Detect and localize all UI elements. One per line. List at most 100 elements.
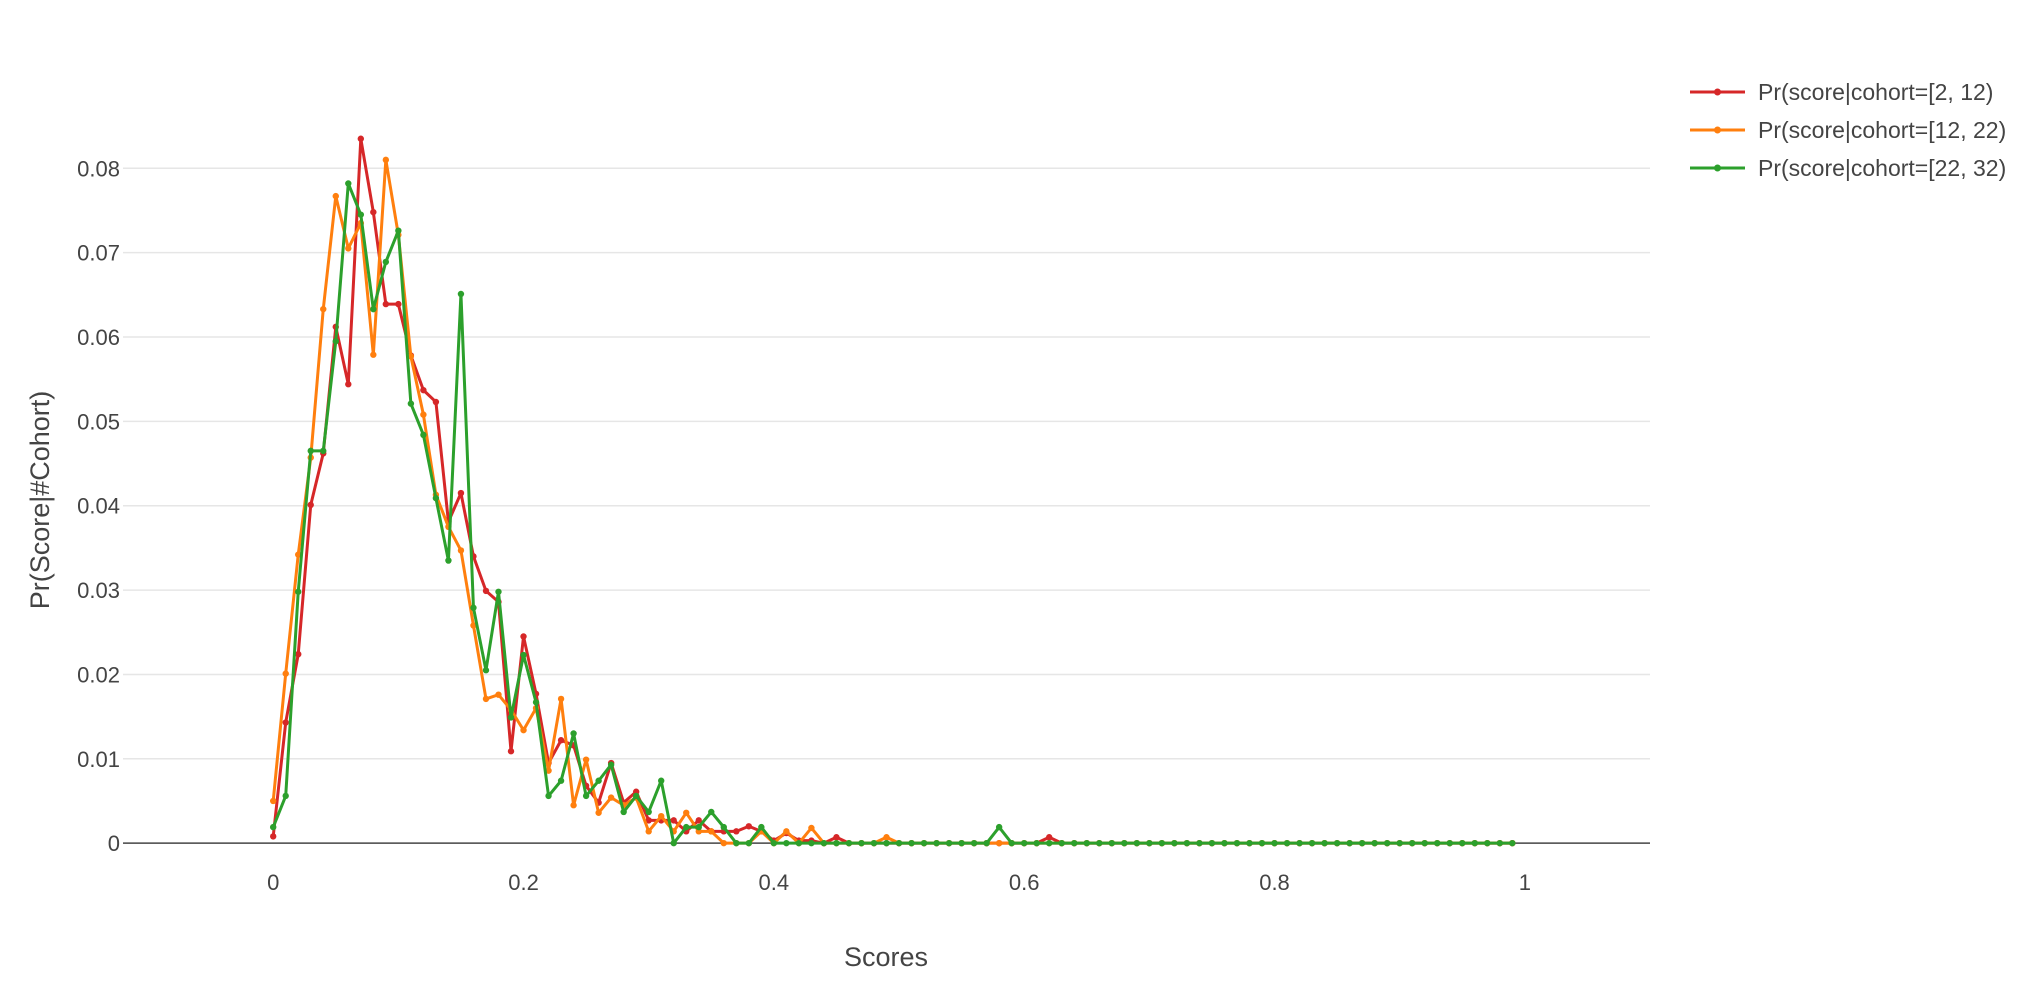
x-axis-ticks: 0 0.2 0.4 0.6 0.8 1	[267, 870, 1531, 895]
data-point	[720, 839, 727, 847]
data-point	[407, 400, 415, 407]
data-point	[520, 726, 527, 734]
data-point	[645, 808, 652, 816]
series-line	[271, 181, 1513, 845]
data-point	[557, 737, 565, 744]
data-point	[1321, 839, 1328, 847]
data-point	[432, 494, 440, 502]
data-point	[958, 839, 965, 847]
data-point	[1471, 839, 1478, 847]
data-point	[1133, 839, 1141, 847]
data-point	[370, 351, 377, 358]
data-point	[670, 817, 677, 824]
data-point	[1258, 839, 1266, 847]
data-point	[833, 834, 840, 841]
data-point	[658, 812, 665, 820]
x-axis-title: Scores	[844, 942, 928, 972]
data-point	[420, 431, 427, 439]
data-point	[1421, 839, 1428, 847]
data-point	[1221, 839, 1228, 847]
data-point	[1183, 839, 1191, 847]
data-point	[307, 447, 314, 455]
data-point	[432, 398, 440, 406]
data-point	[482, 667, 490, 674]
data-point	[1396, 839, 1403, 847]
data-point	[745, 839, 753, 847]
data-point	[582, 756, 590, 763]
data-point	[420, 386, 427, 394]
data-point	[520, 651, 527, 659]
data-point	[345, 381, 352, 388]
data-point	[808, 824, 815, 832]
data-point	[282, 670, 289, 677]
data-point	[695, 817, 702, 824]
data-point	[1459, 839, 1466, 847]
legend-item: Pr(score|cohort=[2, 12)	[1690, 79, 1993, 105]
data-point	[295, 650, 302, 658]
data-point	[557, 695, 565, 703]
data-point	[683, 823, 690, 831]
data-point	[1408, 839, 1416, 847]
data-point	[645, 817, 652, 824]
data-point	[708, 808, 715, 816]
data-point	[507, 748, 515, 755]
data-point	[933, 839, 940, 847]
data-point	[295, 588, 302, 595]
data-point	[457, 290, 465, 298]
data-point	[357, 135, 365, 142]
data-point	[382, 300, 390, 308]
y-axis-ticks: 0 0.01 0.02 0.03 0.04 0.05 0.06 0.07 0.08	[77, 156, 120, 856]
data-point	[895, 839, 903, 847]
data-point	[920, 839, 928, 847]
data-point	[269, 797, 277, 805]
data-point	[1246, 839, 1253, 847]
data-point	[1083, 839, 1090, 847]
data-point	[995, 839, 1003, 847]
data-point	[557, 777, 565, 784]
data-point	[1296, 839, 1303, 847]
gridlines	[123, 167, 1650, 760]
x-tick-label: 0.2	[508, 870, 539, 895]
series-line	[271, 158, 1513, 845]
data-point	[282, 792, 289, 800]
data-point	[1346, 839, 1353, 847]
data-point	[983, 839, 990, 847]
data-point	[858, 839, 865, 847]
data-point	[708, 828, 715, 835]
data-point	[495, 691, 502, 698]
y-tick-label: 0.05	[77, 409, 120, 434]
data-point	[345, 180, 352, 187]
x-tick-label: 0	[267, 870, 279, 895]
series-lines	[269, 135, 1516, 847]
y-axis-title: Pr(Score|#Cohort)	[25, 391, 55, 610]
y-tick-label: 0.01	[77, 747, 120, 772]
data-point	[945, 839, 953, 847]
data-point	[1446, 839, 1453, 847]
data-point	[1496, 839, 1504, 847]
data-point	[833, 839, 840, 847]
y-tick-label: 0.07	[77, 241, 120, 266]
data-point	[370, 305, 377, 313]
data-point	[332, 192, 339, 200]
data-point	[1020, 839, 1028, 847]
legend-swatch-marker	[1714, 88, 1721, 96]
y-tick-label: 0.08	[77, 156, 120, 181]
y-tick-label: 0	[108, 831, 120, 856]
legend-item: Pr(score|cohort=[22, 32)	[1690, 155, 2006, 181]
data-point	[395, 300, 402, 308]
data-point	[1283, 839, 1291, 847]
data-point	[545, 792, 552, 800]
data-point	[1171, 839, 1178, 847]
data-point	[1008, 839, 1015, 847]
data-point	[632, 792, 640, 800]
data-point	[1096, 839, 1103, 847]
data-point	[570, 802, 577, 809]
data-point	[758, 823, 765, 831]
data-point	[345, 245, 352, 252]
data-point	[808, 839, 815, 847]
data-point	[482, 695, 490, 703]
data-point	[495, 588, 502, 595]
data-point	[445, 557, 452, 564]
data-point	[683, 809, 690, 816]
x-tick-label: 0.6	[1009, 870, 1040, 895]
